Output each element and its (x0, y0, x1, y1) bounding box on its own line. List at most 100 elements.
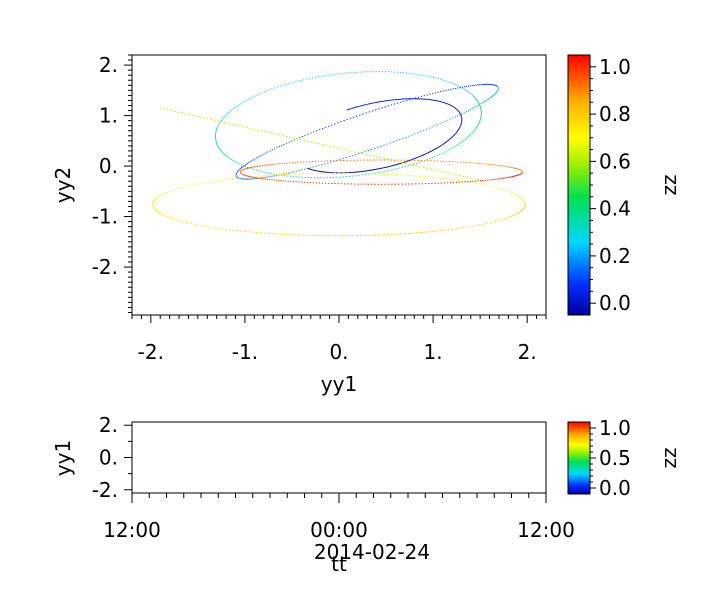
data-point (457, 110, 459, 112)
data-point (217, 120, 222, 123)
data-point (413, 157, 417, 160)
data-point (358, 152, 362, 155)
data-point (221, 121, 226, 124)
data-point (410, 98, 414, 100)
data-point (279, 134, 283, 137)
data-point (282, 173, 286, 175)
data-point (246, 162, 249, 165)
data-point (445, 102, 448, 105)
data-point (494, 186, 498, 189)
data-point (430, 168, 435, 171)
data-point (154, 198, 156, 201)
data-point (459, 112, 461, 115)
data-point (238, 103, 241, 106)
data-point (462, 139, 466, 142)
data-point (246, 166, 250, 169)
data-point (452, 173, 457, 176)
data-point (389, 169, 394, 171)
data-point (475, 105, 478, 108)
data-point (180, 220, 184, 223)
data-point (308, 168, 311, 170)
data-point (421, 160, 425, 163)
data-point (433, 77, 437, 79)
data-point (476, 100, 479, 103)
data-point (164, 215, 167, 217)
data-point (364, 150, 368, 153)
data-point (216, 126, 219, 128)
data-point (363, 112, 367, 115)
data-point (418, 95, 423, 98)
data-point (235, 124, 240, 127)
data-point (249, 160, 252, 163)
data-point (428, 75, 432, 78)
data-point (438, 91, 442, 93)
data-point (401, 162, 406, 164)
data-point (268, 150, 271, 153)
data-point (309, 166, 313, 169)
data-point (404, 99, 408, 102)
data-point (512, 192, 515, 195)
data-point (171, 217, 175, 220)
data-point (212, 226, 216, 229)
data-point (475, 126, 478, 129)
data-point (290, 171, 294, 174)
data-point (328, 124, 333, 127)
data-point (436, 154, 440, 157)
data-point (423, 166, 428, 169)
data-point (217, 145, 220, 148)
data-point (315, 142, 320, 145)
data-point (407, 164, 411, 167)
data-point (382, 106, 386, 109)
data-point (477, 101, 480, 104)
data-point (217, 124, 219, 127)
data-point (318, 143, 323, 146)
data-point (210, 118, 215, 121)
data-point (382, 166, 386, 169)
data-point (196, 224, 200, 226)
data-point (445, 149, 449, 152)
data-point (340, 148, 345, 150)
data-point (499, 188, 502, 190)
data-point (399, 138, 403, 141)
top-colorbar-title: zz (657, 175, 681, 196)
data-point (454, 145, 457, 148)
data-point (247, 161, 250, 164)
data-point (176, 188, 179, 190)
data-point (325, 125, 330, 128)
data-point (180, 186, 184, 189)
data-point (472, 225, 476, 227)
data-point (398, 162, 402, 165)
data-point (199, 224, 203, 227)
top-curves (152, 71, 526, 237)
data-point (291, 81, 296, 84)
data-point (386, 169, 390, 172)
data-point (425, 152, 428, 155)
data-point (511, 215, 514, 217)
data-point (522, 198, 524, 201)
data-point (220, 150, 223, 153)
bottom-plot-frame (131, 421, 547, 494)
data-point (166, 215, 169, 218)
data-point (505, 190, 509, 192)
data-point (324, 162, 328, 165)
data-point (492, 221, 495, 223)
data-point (416, 161, 420, 164)
data-point (417, 131, 421, 134)
data-point (257, 93, 261, 96)
data-point (392, 140, 397, 143)
data-point (155, 210, 158, 212)
data-point (473, 129, 476, 132)
data-point (259, 92, 263, 95)
data-point (373, 101, 376, 104)
data-point (376, 156, 381, 159)
data-point (188, 114, 193, 116)
data-point (224, 114, 227, 117)
data-point (235, 161, 238, 164)
data-point (478, 102, 480, 105)
data-point (303, 78, 308, 81)
data-point (391, 103, 396, 106)
data-point (475, 98, 478, 101)
data-point (411, 133, 415, 136)
data-point (398, 161, 402, 163)
data-point (460, 86, 464, 89)
